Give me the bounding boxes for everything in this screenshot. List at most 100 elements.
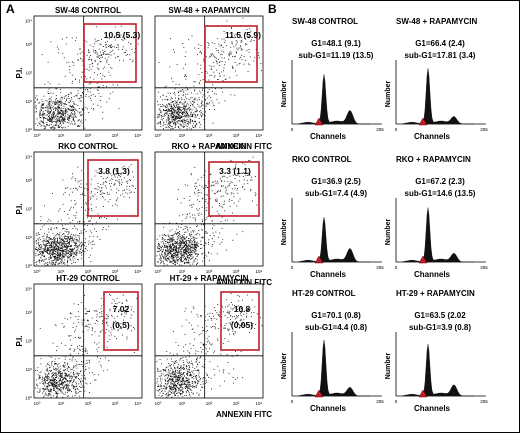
- pi-axis-label: P.I.: [15, 68, 24, 79]
- g1-value: G1=67.2 (2.3): [415, 177, 465, 186]
- scatter-plot: 10⁰ 10¹ 10² 10³ 10⁴ RKO + RAPAMYCIN 3.3 (1.1): [155, 142, 264, 274]
- subg1-marker: [418, 117, 428, 126]
- apoptotic-percent: 10.8: [234, 304, 251, 314]
- dna-histogram: RKO + RAPAMYCIN G1=67.2 (2.3) sub-G1=14.6 …: [385, 155, 488, 279]
- x-tick-label: 10⁰: [34, 401, 41, 406]
- x-tick-label: 0: [291, 265, 294, 270]
- y-tick-label: 10²: [25, 339, 32, 344]
- x-tick-label: 10²: [85, 401, 92, 406]
- g1-value: G1=70.1 (0.8): [311, 311, 361, 320]
- x-tick-label: 10⁴: [135, 269, 142, 274]
- x-tick-label: 10⁰: [155, 133, 162, 138]
- scatter-plot: 10⁰ 10¹ 10² 10³ 10⁴ SW-48 + RAPAMYCIN 11.5 (5.…: [155, 6, 264, 138]
- apoptotic-percent: 3.8 (1.3): [98, 166, 130, 176]
- x-tick-label: 10²: [206, 269, 213, 274]
- x-tick-label: 10³: [233, 401, 240, 406]
- y-tick-label: 10²: [25, 71, 32, 76]
- event-dots: [35, 25, 139, 130]
- pi-axis-label: P.I.: [15, 204, 24, 215]
- y-tick-label: 10³: [25, 310, 32, 315]
- x-tick-label: 10¹: [179, 269, 186, 274]
- channels-axis-label: Channels: [310, 404, 347, 413]
- x-tick-label: 10¹: [179, 133, 186, 138]
- y-tick-label: 10⁴: [25, 19, 32, 24]
- y-tick-label: 10¹: [25, 99, 32, 104]
- event-dots: [156, 17, 262, 130]
- subg1-marker: [314, 117, 324, 126]
- annexin-axis-label: ANNEXIN FITC: [216, 278, 272, 287]
- x-tick-label: 255: [376, 399, 384, 404]
- annexin-gate: [208, 161, 260, 217]
- x-tick-label: 10³: [112, 133, 119, 138]
- pi-axis-label: P.I.: [15, 336, 24, 347]
- x-tick-label: 255: [376, 127, 384, 132]
- annexin-gate: [87, 159, 139, 217]
- plot-title: RKO CONTROL: [58, 142, 118, 151]
- x-tick-label: 255: [480, 399, 488, 404]
- x-tick-label: 10¹: [58, 269, 65, 274]
- subg1-value: sub-G1=3.9 (0.8): [409, 323, 471, 332]
- x-tick-label: 10²: [85, 133, 92, 138]
- dna-histogram: SW-48 + RAPAMYCIN G1=66.4 (2.4) sub-G1=17.…: [385, 17, 488, 141]
- x-tick-label: 10⁴: [135, 401, 142, 406]
- subg1-value: sub-G1=4.4 (0.8): [305, 323, 367, 332]
- histogram-title: RKO CONTROL: [292, 155, 352, 164]
- y-tick-label: 10⁰: [25, 264, 32, 269]
- x-tick-label: 0: [291, 127, 294, 132]
- event-dots: [156, 156, 260, 266]
- panel-b-letter: B: [268, 2, 277, 16]
- apoptotic-percent: 7.02: [113, 304, 130, 314]
- y-tick-label: 10¹: [25, 367, 32, 372]
- y-tick-label: 10²: [25, 207, 32, 212]
- histogram-title: HT-29 + RAPAMYCIN: [396, 289, 475, 298]
- subg1-value: sub-G1=7.4 (4.9): [305, 189, 367, 198]
- x-tick-label: 10⁴: [256, 133, 263, 138]
- subg1-marker: [314, 255, 324, 264]
- g1-value: G1=63.5 (2.02: [414, 311, 466, 320]
- scatter-plot: 10⁰ 10¹ 10² 10³ 10⁴ HT-29 + RAPAMYCIN 10.8 (0.0…: [155, 274, 264, 406]
- g1-value: G1=48.1 (9.1): [311, 39, 361, 48]
- histogram-title: HT-29 CONTROL: [292, 289, 356, 298]
- x-tick-label: 10¹: [179, 401, 186, 406]
- annexin-axis-label: ANNEXIN FITC: [216, 142, 272, 151]
- number-axis-label: Number: [281, 81, 288, 108]
- y-tick-label: 10⁰: [25, 396, 32, 401]
- dna-histogram: HT-29 + RAPAMYCIN G1=63.5 (2.02 sub-G1=3.9…: [385, 289, 488, 413]
- subg1-value: sub-G1=17.81 (3.4): [405, 51, 476, 60]
- panel-a-letter: A: [6, 2, 15, 16]
- histogram-title: SW-48 + RAPAMYCIN: [396, 17, 477, 26]
- histogram-area: [297, 217, 370, 263]
- x-tick-label: 10⁴: [256, 269, 263, 274]
- channels-axis-label: Channels: [310, 132, 347, 141]
- event-dots: [35, 159, 136, 266]
- plot-title: HT-29 CONTROL: [56, 274, 120, 283]
- x-tick-label: 0: [395, 127, 398, 132]
- y-tick-label: 10⁴: [25, 287, 32, 292]
- x-tick-label: 0: [395, 399, 398, 404]
- channels-axis-label: Channels: [414, 404, 451, 413]
- apoptotic-percent: 10.5 (5.3): [104, 30, 141, 40]
- apoptotic-percent: 11.5 (5.9): [225, 30, 261, 40]
- subg1-marker: [314, 389, 324, 398]
- x-tick-label: 10⁰: [155, 401, 162, 406]
- histogram-area: [401, 343, 474, 397]
- x-tick-label: 10³: [112, 269, 119, 274]
- x-tick-label: 255: [480, 127, 488, 132]
- x-tick-label: 10⁴: [256, 401, 263, 406]
- annexin-gate: [204, 25, 258, 83]
- x-tick-label: 0: [395, 265, 398, 270]
- y-tick-label: 10¹: [25, 235, 32, 240]
- event-dots: [156, 291, 263, 398]
- dna-histogram: HT-29 CONTROL G1=70.1 (0.8) sub-G1=4.4 (0.…: [281, 289, 384, 413]
- x-tick-label: 10⁰: [155, 269, 162, 274]
- annexin-gate: [103, 291, 139, 351]
- histogram-area: [401, 68, 474, 125]
- subg1-marker: [418, 389, 428, 398]
- number-axis-label: Number: [281, 353, 288, 380]
- plot-frame: [33, 283, 143, 399]
- channels-axis-label: Channels: [414, 270, 451, 279]
- x-tick-label: 0: [291, 399, 294, 404]
